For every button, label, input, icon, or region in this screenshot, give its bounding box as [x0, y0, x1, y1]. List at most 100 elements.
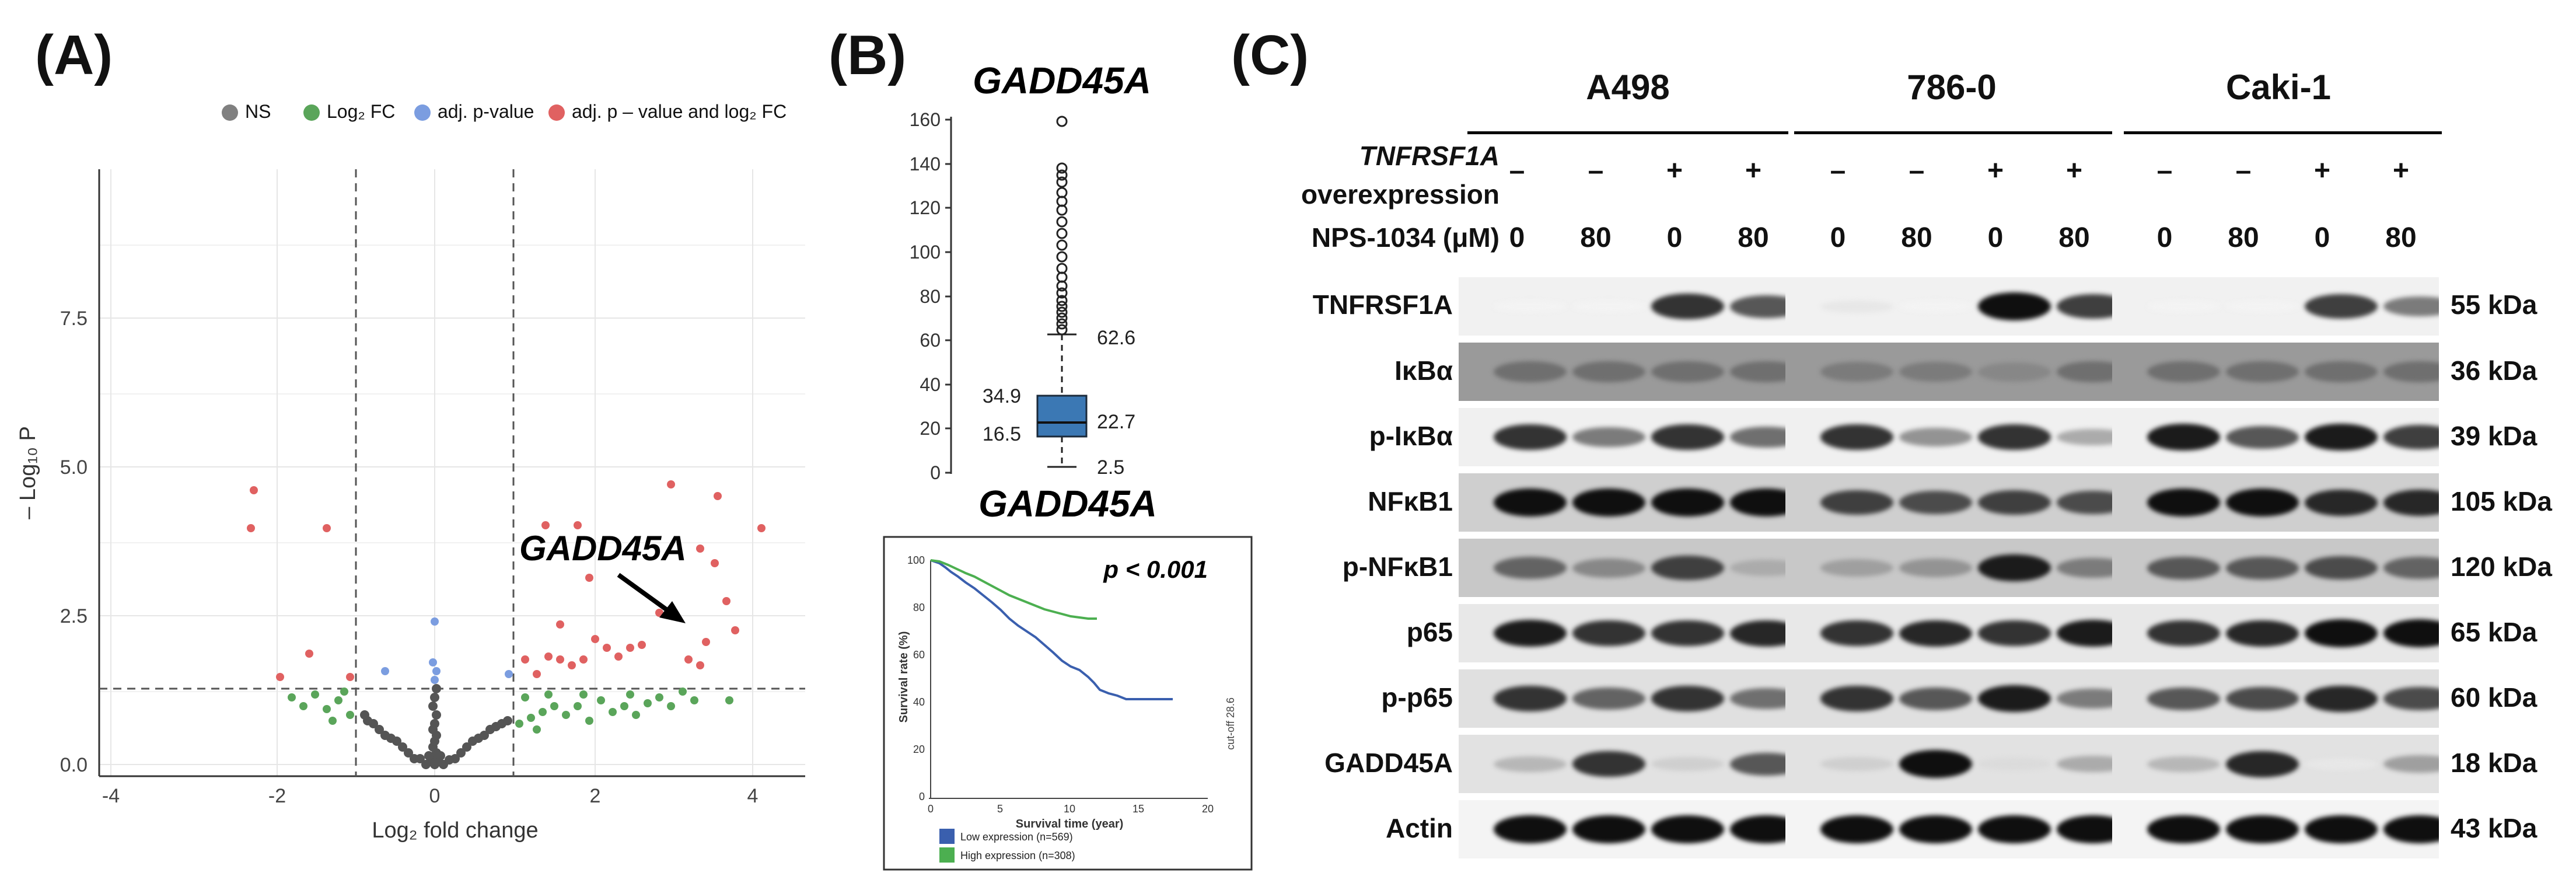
cell-line-caki-1: Caki-1: [2225, 68, 2332, 107]
blot-band: [1572, 488, 1645, 516]
dose-786-1: 0: [1830, 222, 1846, 253]
blot-band: [1730, 620, 1785, 647]
row-label-nfkb1: NFκB1: [1368, 486, 1453, 516]
blot-band: [1978, 490, 2051, 515]
volcano-ylabel: – Log₁₀ P: [16, 426, 40, 519]
volcano-legend: NS Log₂ FC adj. p-value adj. p – value a…: [222, 96, 823, 131]
blot-band: [2226, 686, 2299, 711]
survival-xticks: 0 5 10 15 20: [928, 803, 1214, 815]
dose-a498-1: 0: [1509, 222, 1525, 253]
legend-dot-both: [548, 104, 565, 121]
blot-strip: [2112, 277, 2439, 336]
survival-legend-swatch-high: [939, 847, 955, 863]
blot-strip: [1459, 343, 1785, 401]
blot-band: [1730, 752, 1785, 776]
volcano-xticks: -4 -2 0 2 4: [102, 785, 759, 807]
panel-c-letter: (C): [1231, 24, 1309, 86]
boxplot-median-label: 22.7: [1097, 411, 1135, 433]
blot-strip: [1785, 735, 2112, 793]
kda-p-nfkb1: 120 kDa: [2451, 552, 2552, 582]
blot-band: [1820, 300, 1893, 313]
blot-band: [1978, 757, 2051, 771]
blot-band: [1651, 757, 1724, 771]
blot-band: [2383, 489, 2439, 516]
blot-band: [1494, 686, 1567, 711]
volcano-yticks: 0.0 2.5 5.0 7.5: [60, 308, 88, 776]
survival-ylabel: Survival rate (%): [897, 631, 910, 723]
blot-band: [1730, 688, 1785, 709]
blot-band: [1730, 559, 1785, 577]
blot-band: [2226, 488, 2299, 516]
svg-text:20: 20: [913, 744, 925, 755]
blot-strip: [1785, 669, 2112, 728]
boxplot-q1-label: 16.5: [983, 423, 1021, 445]
blot-band: [2305, 619, 2378, 647]
row-label-p-ikba: p-IκBα: [1369, 421, 1453, 451]
survival-curve-high: [930, 559, 1097, 620]
svg-text:7.5: 7.5: [60, 308, 88, 330]
blot-strip: [1459, 408, 1785, 466]
kda-actin: 43 kDa: [2451, 813, 2537, 843]
blot-band: [2147, 301, 2220, 312]
blot-band: [1494, 557, 1567, 579]
blot-band: [2226, 425, 2299, 449]
blot-band: [1494, 488, 1567, 516]
legend-label-both: adj. p – value and log₂ FC: [572, 101, 787, 122]
blot-band: [2226, 361, 2299, 382]
blot-strip: [1459, 800, 1785, 858]
dose-caki-3: 0: [2314, 222, 2330, 253]
svg-text:2: 2: [590, 785, 601, 807]
blot-strip: [1785, 800, 2112, 858]
volcano-xlabel: Log₂ fold change: [372, 818, 538, 843]
row-label-ikba: IκBα: [1394, 355, 1453, 386]
blot-strip: [1785, 408, 2112, 466]
svg-text:80: 80: [913, 602, 925, 613]
blot-band: [1899, 815, 1972, 843]
blot-band: [1899, 620, 1972, 647]
blot-band: [2383, 425, 2439, 449]
kda-p-ikba: 39 kDa: [2451, 421, 2537, 451]
boxplot-box: [1036, 395, 1088, 438]
blot-band: [1820, 490, 1893, 515]
blot-strip: [1785, 473, 2112, 532]
row-label-actin: Actin: [1386, 813, 1453, 843]
legend-label-log2fc: Log₂ FC: [327, 101, 396, 122]
row-label-p-p65: p-p65: [1381, 682, 1453, 713]
svg-text:5.0: 5.0: [60, 456, 88, 479]
blot-band: [1651, 556, 1724, 580]
underline-caki-1: [2124, 131, 2442, 134]
blot-band: [1572, 558, 1645, 578]
oe-a498-2: –: [1588, 155, 1604, 186]
blot-strip: [1459, 735, 1785, 793]
boxplot-q3-label: 34.9: [983, 385, 1021, 407]
volcano-points-adjp: [381, 617, 513, 684]
boxplot-yticks: 0 20 40 60 80 100 120 140 160: [910, 109, 941, 483]
blot-band: [1820, 620, 1893, 646]
condition-label-oe: overexpression: [1301, 179, 1500, 210]
survival-pvalue: p < 0.001: [1103, 556, 1208, 583]
blot-band: [2305, 294, 2378, 319]
kda-tnfrsf1a: 55 kDa: [2451, 289, 2537, 320]
svg-text:80: 80: [920, 286, 941, 307]
blot-band: [1651, 815, 1724, 843]
oe-caki-4: +: [2392, 155, 2410, 186]
blot-band: [2057, 361, 2112, 382]
oe-786-1: –: [1830, 155, 1846, 186]
svg-text:40: 40: [920, 374, 941, 395]
blot-strip: [1459, 277, 1785, 336]
legend-dot-ns: [222, 104, 238, 121]
blot-band: [1651, 424, 1724, 450]
blot-band: [2226, 556, 2299, 580]
dose-caki-4: 80: [2385, 222, 2417, 253]
panel-a-letter: (A): [35, 24, 113, 86]
blot-band: [2057, 490, 2112, 515]
blot-band: [1730, 815, 1785, 843]
blot-band: [2383, 296, 2439, 317]
blot-band: [2226, 751, 2299, 777]
blot-band: [2383, 361, 2439, 382]
blot-band: [1651, 488, 1724, 516]
blot-strip: [1785, 539, 2112, 597]
row-label-p65: p65: [1406, 617, 1453, 647]
blot-band: [1651, 294, 1724, 319]
legend-label-adjp: adj. p-value: [438, 101, 534, 122]
